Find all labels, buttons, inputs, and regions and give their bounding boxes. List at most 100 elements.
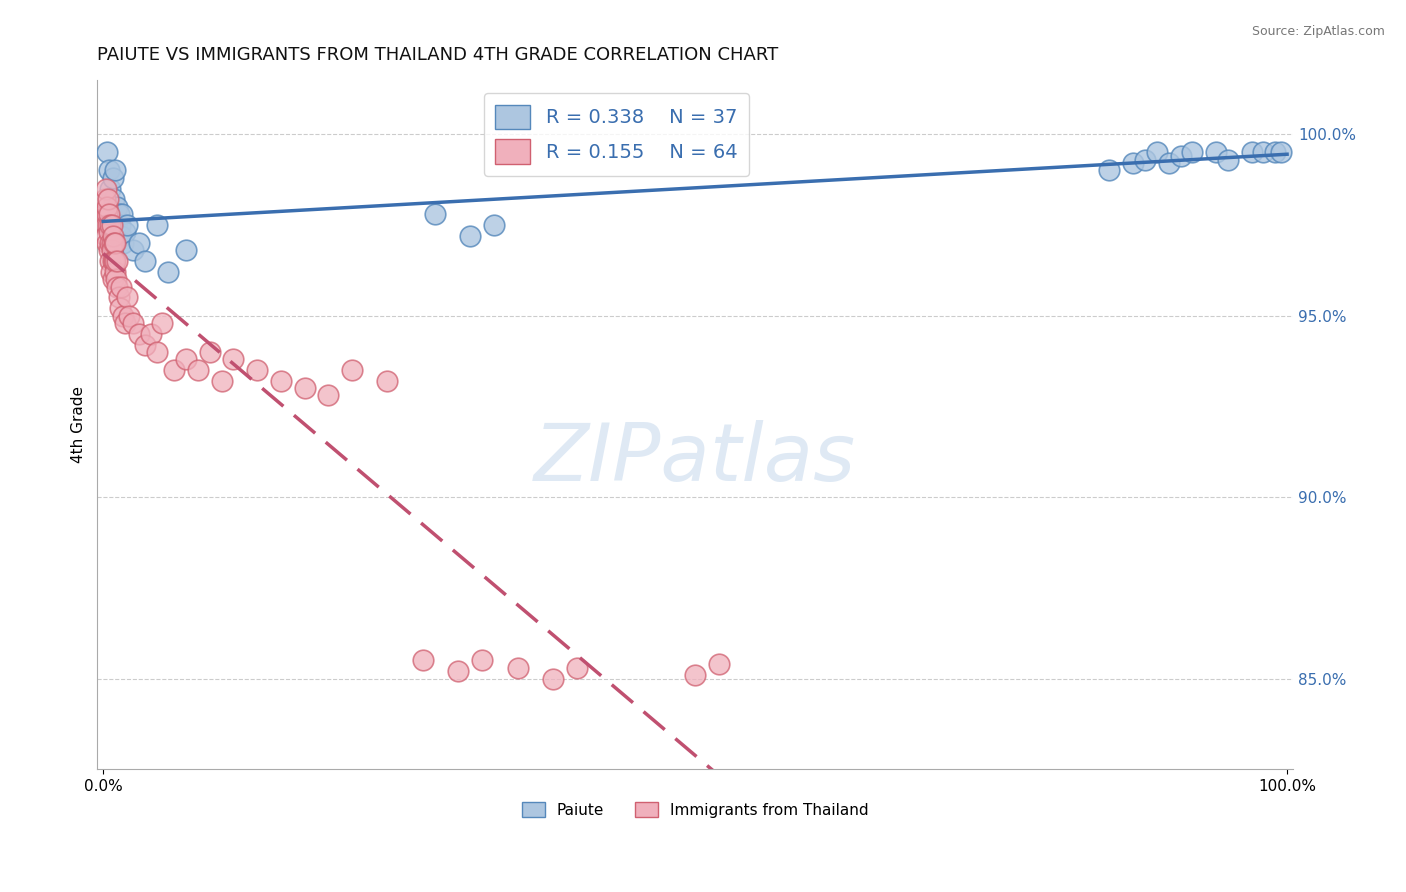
Point xyxy=(1122,156,1144,170)
Point xyxy=(157,265,180,279)
Point xyxy=(152,316,174,330)
Point xyxy=(98,235,121,250)
Point xyxy=(128,326,150,341)
Point xyxy=(447,665,470,679)
Point xyxy=(108,301,131,316)
Point xyxy=(107,254,129,268)
Point xyxy=(105,272,128,286)
Point xyxy=(104,163,127,178)
Point xyxy=(707,657,730,671)
Point xyxy=(101,254,124,268)
Point xyxy=(103,193,125,207)
Point xyxy=(423,207,446,221)
Point xyxy=(108,218,131,232)
Point xyxy=(316,388,339,402)
Point xyxy=(96,235,118,250)
Point xyxy=(121,244,143,258)
Point xyxy=(114,225,136,239)
Point xyxy=(458,228,481,243)
Point xyxy=(98,207,121,221)
Point xyxy=(114,316,136,330)
Point xyxy=(96,200,118,214)
Point xyxy=(134,254,156,268)
Point xyxy=(110,279,132,293)
Point xyxy=(110,228,132,243)
Point xyxy=(94,218,117,232)
Text: PAIUTE VS IMMIGRANTS FROM THAILAND 4TH GRADE CORRELATION CHART: PAIUTE VS IMMIGRANTS FROM THAILAND 4TH G… xyxy=(97,46,779,64)
Point xyxy=(145,344,167,359)
Text: Source: ZipAtlas.com: Source: ZipAtlas.com xyxy=(1251,25,1385,38)
Point xyxy=(98,225,121,239)
Point xyxy=(211,374,233,388)
Point xyxy=(174,244,197,258)
Point xyxy=(100,218,122,232)
Point xyxy=(101,244,124,258)
Text: ZIPatlas: ZIPatlas xyxy=(534,420,856,498)
Point xyxy=(187,363,209,377)
Point xyxy=(412,653,434,667)
Point xyxy=(112,235,135,250)
Point xyxy=(1264,145,1286,160)
Point xyxy=(1146,145,1168,160)
Point xyxy=(97,244,120,258)
Point xyxy=(112,309,135,323)
Point xyxy=(163,363,186,377)
Point xyxy=(96,228,118,243)
Point xyxy=(565,661,588,675)
Point xyxy=(111,207,134,221)
Point xyxy=(100,218,122,232)
Point xyxy=(1205,145,1227,160)
Point xyxy=(101,170,124,185)
Point xyxy=(103,235,125,250)
Point xyxy=(134,337,156,351)
Point xyxy=(340,363,363,377)
Point xyxy=(145,218,167,232)
Point xyxy=(482,218,505,232)
Point xyxy=(107,200,129,214)
Point xyxy=(377,374,399,388)
Point xyxy=(1270,145,1292,160)
Point xyxy=(104,254,127,268)
Point xyxy=(541,672,564,686)
Point xyxy=(270,374,292,388)
Point xyxy=(94,181,117,195)
Point xyxy=(1170,149,1192,163)
Point xyxy=(683,668,706,682)
Point xyxy=(222,352,245,367)
Point xyxy=(1098,163,1121,178)
Point xyxy=(294,381,316,395)
Point xyxy=(1253,145,1275,160)
Point xyxy=(246,363,269,377)
Point xyxy=(103,254,125,268)
Point xyxy=(107,279,129,293)
Point xyxy=(115,290,138,304)
Point xyxy=(103,265,125,279)
Point xyxy=(93,207,115,221)
Point xyxy=(118,309,141,323)
Point xyxy=(107,207,129,221)
Point xyxy=(100,181,122,195)
Point xyxy=(506,661,529,675)
Y-axis label: 4th Grade: 4th Grade xyxy=(72,386,86,463)
Point xyxy=(139,326,162,341)
Point xyxy=(101,228,124,243)
Point xyxy=(98,163,121,178)
Point xyxy=(97,218,120,232)
Point xyxy=(1133,153,1156,167)
Point xyxy=(198,344,221,359)
Point xyxy=(104,235,127,250)
Point xyxy=(1157,156,1180,170)
Point xyxy=(94,193,117,207)
Point xyxy=(103,272,125,286)
Point xyxy=(100,235,122,250)
Point xyxy=(96,145,118,160)
Point xyxy=(100,265,122,279)
Point xyxy=(100,254,122,268)
Point xyxy=(1181,145,1204,160)
Point xyxy=(97,193,120,207)
Point xyxy=(1240,145,1263,160)
Point xyxy=(1216,153,1239,167)
Point xyxy=(128,235,150,250)
Point xyxy=(174,352,197,367)
Point xyxy=(115,218,138,232)
